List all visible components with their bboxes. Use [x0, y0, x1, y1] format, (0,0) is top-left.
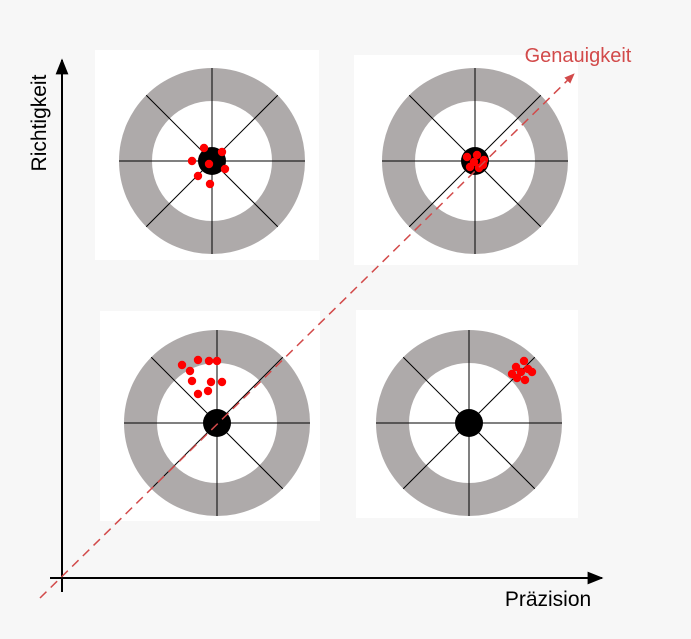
target-spoke	[150, 356, 218, 424]
x-axis-label: Präzision	[505, 588, 591, 611]
hit-marker	[462, 152, 472, 162]
hit-marker	[204, 356, 214, 366]
target-top-right	[354, 55, 578, 265]
hit-marker	[527, 367, 537, 377]
target-spoke	[408, 94, 476, 162]
target-bottom-left	[100, 311, 320, 521]
hit-marker	[520, 375, 530, 385]
hit-marker	[212, 356, 222, 366]
hit-marker	[469, 157, 479, 167]
target-spoke	[402, 356, 470, 424]
hit-marker	[512, 373, 522, 383]
y-axis-label: Richtigkeit	[28, 74, 51, 171]
target-spoke	[474, 160, 542, 228]
diagonal-label: Genauigkeit	[525, 45, 632, 67]
hit-marker	[187, 376, 197, 386]
hit-marker	[217, 147, 227, 157]
target-spoke	[402, 422, 470, 490]
target-spoke	[468, 422, 536, 490]
hit-marker	[193, 389, 203, 399]
hit-marker	[177, 360, 187, 370]
target-spoke	[216, 422, 284, 490]
target-bottom-right	[356, 310, 578, 518]
hit-marker	[220, 164, 230, 174]
target-spoke	[408, 160, 476, 228]
hit-marker	[187, 156, 197, 166]
hit-marker	[193, 355, 203, 365]
hit-marker	[519, 356, 529, 366]
hit-marker	[472, 150, 482, 160]
target-spoke	[468, 356, 536, 424]
hit-marker	[205, 179, 215, 189]
target-bullseye	[203, 409, 231, 437]
accuracy-diagonal-line	[39, 73, 575, 599]
hit-marker	[516, 367, 526, 377]
target-panels	[95, 50, 578, 521]
hit-marker	[199, 143, 209, 153]
hit-marker	[217, 377, 227, 387]
hit-marker	[206, 377, 216, 387]
hit-marker	[185, 366, 195, 376]
hit-marker	[193, 171, 203, 181]
target-top-left	[95, 50, 319, 260]
hit-marker	[478, 160, 488, 170]
target-spoke	[474, 94, 542, 162]
hit-marker	[203, 386, 213, 396]
target-spoke	[216, 356, 284, 424]
target-spoke	[145, 160, 213, 228]
target-bullseye	[455, 409, 483, 437]
hit-marker	[204, 159, 214, 169]
